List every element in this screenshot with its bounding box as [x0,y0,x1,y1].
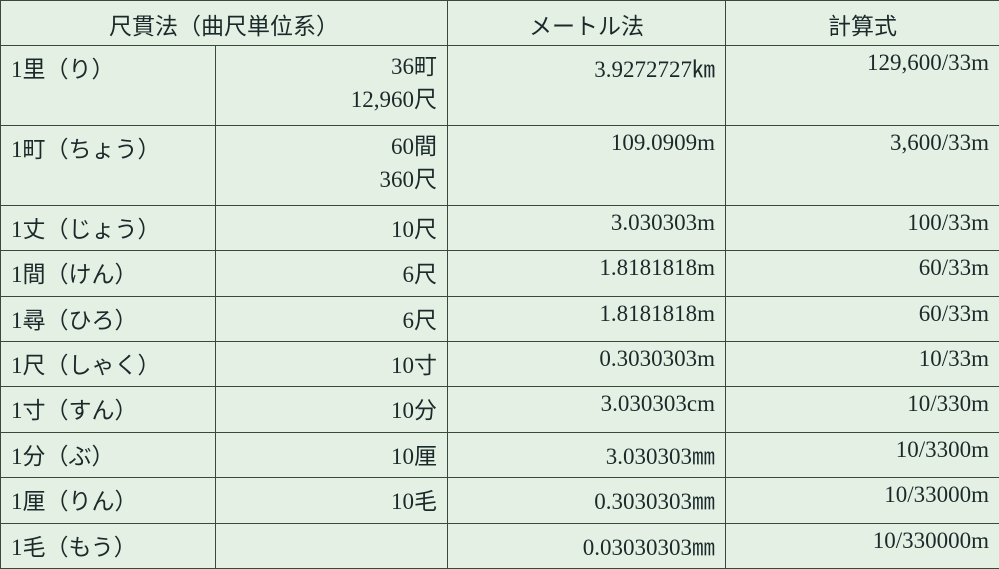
formula-value-cell: 3,600/33m [726,125,999,205]
unit-value-line1: 36町 [226,50,437,83]
formula-value-cell: 10/33000m [726,478,999,523]
table-row: 1町（ちょう）60間360尺109.0909m3,600/33m [1,125,999,205]
table-row: 1間（けん）6尺1.8181818m60/33m [1,251,999,296]
metric-value-cell: 1.8181818m [448,251,726,296]
unit-value-line2: 360尺 [226,163,437,196]
formula-value-cell: 10/3300m [726,432,999,477]
formula-value-cell: 10/33m [726,341,999,386]
unit-value-cell: 60間360尺 [216,125,448,205]
unit-conversion-table: 尺貫法（曲尺単位系） メートル法 計算式 1里（り）36町12,960尺3.92… [0,0,999,569]
unit-value-cell: 6尺 [216,296,448,341]
table-row: 1毛（もう） 0.03030303㎜10/330000m [1,523,999,568]
table-body: 1里（り）36町12,960尺3.9272727㎞129,600/33m1町（ち… [1,46,999,569]
unit-name-cell: 1里（り） [1,46,216,126]
metric-value-cell: 1.8181818m [448,296,726,341]
unit-name-cell: 1寸（すん） [1,387,216,432]
unit-name-cell: 1尋（ひろ） [1,296,216,341]
formula-value-cell: 10/330m [726,387,999,432]
table-row: 1尋（ひろ）6尺1.8181818m60/33m [1,296,999,341]
unit-value-cell: 10毛 [216,478,448,523]
metric-value-cell: 3.9272727㎞ [448,46,726,126]
metric-value-cell: 3.030303㎜ [448,432,726,477]
metric-value-cell: 0.3030303m [448,341,726,386]
unit-name-cell: 1丈（じょう） [1,205,216,250]
table-header-row: 尺貫法（曲尺単位系） メートル法 計算式 [1,1,999,46]
formula-value-cell: 100/33m [726,205,999,250]
metric-value-cell: 3.030303cm [448,387,726,432]
metric-value-cell: 0.03030303㎜ [448,523,726,568]
formula-value-cell: 10/330000m [726,523,999,568]
unit-name-cell: 1毛（もう） [1,523,216,568]
table-row: 1厘（りん）10毛0.3030303㎜10/33000m [1,478,999,523]
unit-name-cell: 1厘（りん） [1,478,216,523]
table-row: 1寸（すん）10分3.030303cm10/330m [1,387,999,432]
unit-name-cell: 1間（けん） [1,251,216,296]
unit-value-cell: 6尺 [216,251,448,296]
table-row: 1丈（じょう）10尺3.030303m100/33m [1,205,999,250]
header-formula: 計算式 [726,1,999,46]
metric-value-cell: 0.3030303㎜ [448,478,726,523]
header-shakkan: 尺貫法（曲尺単位系） [1,1,448,46]
unit-name-cell: 1尺（しゃく） [1,341,216,386]
formula-value-cell: 60/33m [726,296,999,341]
table-row: 1尺（しゃく）10寸0.3030303m10/33m [1,341,999,386]
unit-value-cell: 10寸 [216,341,448,386]
unit-value-cell: 10分 [216,387,448,432]
unit-value-cell: 36町12,960尺 [216,46,448,126]
unit-value-cell: 10厘 [216,432,448,477]
table-row: 1分（ぶ）10厘3.030303㎜10/3300m [1,432,999,477]
metric-value-cell: 3.030303m [448,205,726,250]
unit-value-line1: 60間 [226,130,437,163]
formula-value-cell: 129,600/33m [726,46,999,126]
unit-value-cell: 10尺 [216,205,448,250]
metric-value-cell: 109.0909m [448,125,726,205]
formula-value-cell: 60/33m [726,251,999,296]
unit-name-cell: 1町（ちょう） [1,125,216,205]
table-row: 1里（り）36町12,960尺3.9272727㎞129,600/33m [1,46,999,126]
header-metric: メートル法 [448,1,726,46]
unit-name-cell: 1分（ぶ） [1,432,216,477]
unit-value-cell [216,523,448,568]
unit-value-line2: 12,960尺 [226,83,437,116]
